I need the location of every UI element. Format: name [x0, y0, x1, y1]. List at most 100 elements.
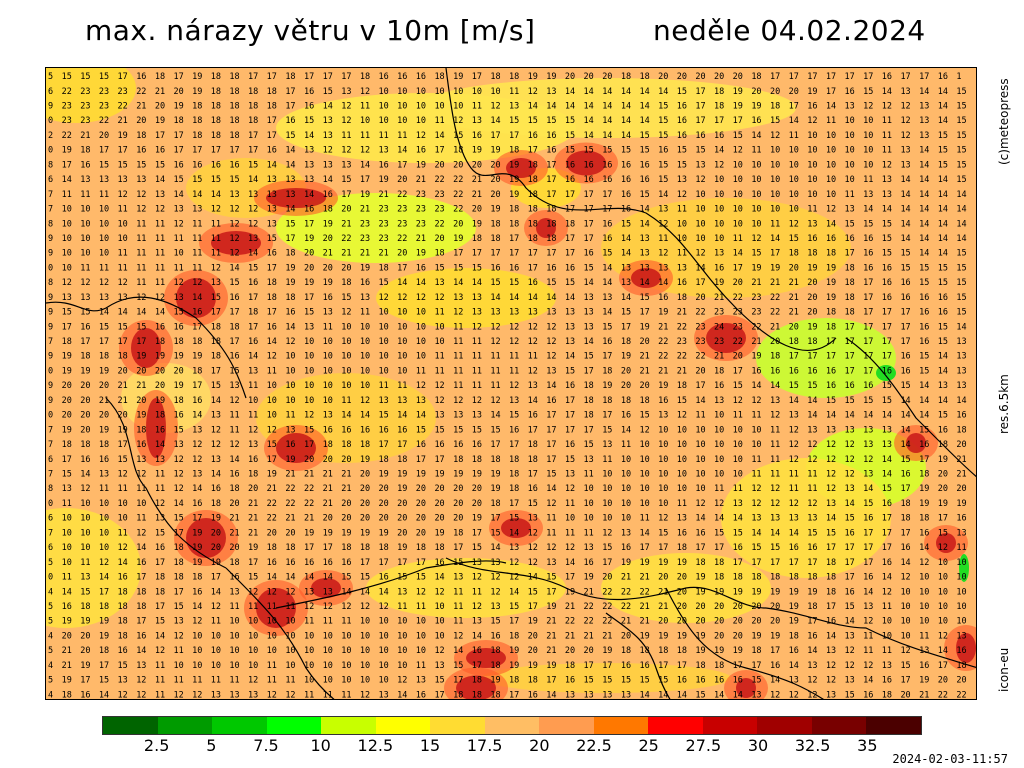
grid-value: 18 [826, 322, 836, 332]
grid-value: 11 [341, 396, 351, 406]
gust-core [266, 188, 326, 208]
grid-value: 15 [658, 175, 668, 185]
grid-value: 16 [602, 234, 612, 244]
grid-value: 21 [416, 175, 426, 185]
grid-value: 18 [528, 440, 538, 450]
grid-value: 10 [714, 455, 724, 465]
grid-value: 12 [416, 293, 426, 303]
grid-value: 19 [639, 322, 649, 332]
grid-value: 17 [546, 440, 556, 450]
grid-value: 20 [341, 514, 351, 524]
grid-value: 17 [602, 190, 612, 200]
grid-value: 13 [323, 308, 333, 318]
grid-value: 20 [229, 543, 239, 553]
grid-value: 11 [118, 484, 128, 494]
grid-value: 8 [48, 484, 53, 494]
grid-value: 19 [360, 190, 370, 200]
grid-value: 10 [416, 116, 426, 126]
grid-value: 16 [677, 116, 687, 126]
grid-value: 14 [621, 249, 631, 259]
grid-value: 17 [546, 587, 556, 597]
grid-value: 14 [323, 573, 333, 583]
grid-value: 16 [677, 101, 687, 111]
grid-value: 10 [695, 470, 705, 480]
gust-core [501, 518, 531, 538]
grid-value: 10 [341, 646, 351, 656]
grid-value: 20 [80, 631, 90, 641]
grid-value: 2 [48, 131, 53, 141]
grid-value: 14 [621, 293, 631, 303]
grid-value: 19 [509, 661, 519, 671]
model-label: icon-eu [997, 647, 1011, 692]
timestamp: 2024-02-03-11:57 [892, 752, 1008, 766]
grid-value: 10 [789, 160, 799, 170]
grid-value: 14 [845, 499, 855, 509]
grid-value: 14 [938, 175, 948, 185]
grid-value: 20 [379, 484, 389, 494]
grid-value: 13 [919, 116, 929, 126]
grid-value: 14 [621, 101, 631, 111]
grid-value: 19 [509, 160, 519, 170]
grid-value: 18 [341, 278, 351, 288]
grid-value: 10 [845, 146, 855, 156]
grid-value: 18 [99, 646, 109, 656]
grid-value: 15 [751, 676, 761, 686]
grid-value: 10 [807, 190, 817, 200]
grid-value: 15 [229, 366, 239, 376]
grid-value: 16 [956, 514, 966, 524]
grid-value: 19 [807, 322, 817, 332]
grid-value: 19 [733, 87, 743, 97]
grid-value: 5 [48, 676, 53, 686]
grid-value: 17 [99, 337, 109, 347]
grid-value: 19 [621, 558, 631, 568]
grid-value: 16 [528, 690, 538, 700]
grid-value: 11 [211, 676, 221, 686]
grid-value: 15 [956, 116, 966, 126]
grid-value: 11 [490, 366, 500, 376]
grid-value: 19 [528, 72, 538, 82]
grid-value: 13 [248, 690, 258, 700]
grid-value: 17 [528, 602, 538, 612]
grid-value: 11 [173, 676, 183, 686]
grid-value: 13 [863, 470, 873, 480]
grid-value: 18 [956, 661, 966, 671]
grid-value: 10 [938, 617, 948, 627]
gust-core [736, 678, 756, 698]
grid-value: 11 [267, 602, 277, 612]
grid-value: 22 [267, 514, 277, 524]
grid-value: 17 [695, 543, 705, 553]
grid-value: 18 [677, 646, 687, 656]
grid-value: 21 [323, 470, 333, 480]
grid-value: 11 [155, 263, 165, 273]
grid-value: 14 [863, 411, 873, 421]
grid-value: 23 [714, 308, 724, 318]
gust-core [176, 278, 216, 318]
grid-value: 11 [397, 602, 407, 612]
grid-value: 7 [48, 190, 53, 200]
grid-value: 12 [360, 396, 370, 406]
grid-value: 18 [229, 116, 239, 126]
grid-value: 16 [379, 425, 389, 435]
grid-value: 18 [677, 293, 687, 303]
grid-value: 14 [528, 101, 538, 111]
grid-value: 12 [453, 396, 463, 406]
grid-value: 12 [826, 455, 836, 465]
grid-value: 19 [155, 352, 165, 362]
grid-value: 21 [639, 617, 649, 627]
grid-value: 15 [621, 308, 631, 318]
grid-value: 17 [285, 234, 295, 244]
grid-value: 19 [639, 631, 649, 641]
grid-value: 18 [714, 366, 724, 376]
grid-value: 10 [416, 308, 426, 318]
grid-value: 17 [546, 676, 556, 686]
grid-value: 12 [99, 558, 109, 568]
grid-value: 17 [80, 337, 90, 347]
grid-value: 14 [118, 558, 128, 568]
grid-value: 16 [416, 690, 426, 700]
grid-value: 16 [770, 661, 780, 671]
grid-value: 10 [807, 131, 817, 141]
grid-value: 17 [546, 425, 556, 435]
grid-value: 21 [155, 87, 165, 97]
grid-value: 14 [919, 219, 929, 229]
grid-value: 15 [192, 175, 202, 185]
